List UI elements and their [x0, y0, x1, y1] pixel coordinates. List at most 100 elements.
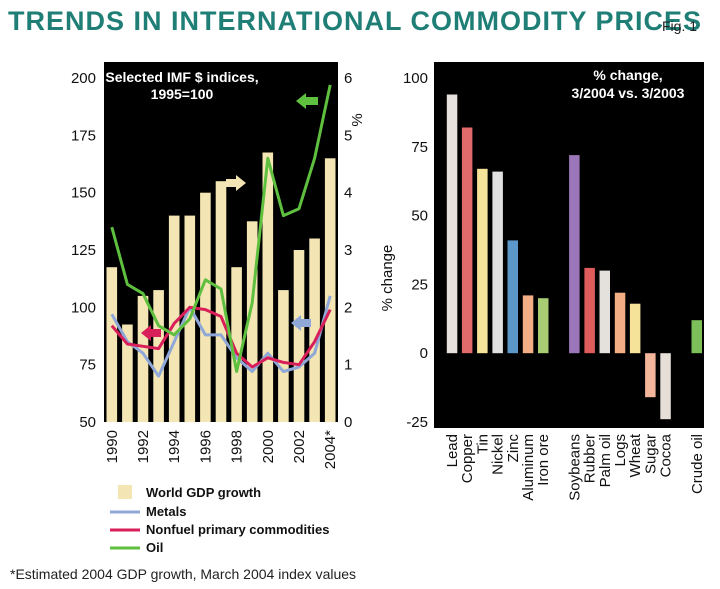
right-chart-title-box	[553, 62, 704, 104]
pct-tick-50: 50	[411, 208, 428, 225]
year-tick-5: 2000	[260, 430, 277, 463]
left-chart: 50 75 100 125 150 175 200 0 1 2 3 4 5 6 1990 1992 1994…	[71, 62, 366, 469]
right-tick-3: 3	[344, 242, 352, 259]
left-tick-50: 50	[79, 414, 96, 431]
gdp-bar-1994	[168, 215, 180, 422]
right-tick-0: 0	[344, 414, 352, 431]
pct-tick--25: -25	[406, 414, 428, 431]
category-label-palm-oil: Palm oil	[597, 434, 614, 487]
change-bar-aluminum	[522, 295, 534, 354]
change-bar-lead	[446, 94, 458, 354]
gdp-bar-1998	[231, 267, 242, 422]
index-lines	[110, 84, 332, 378]
category-label-crude-oil: Crude oil	[689, 434, 706, 494]
year-axis-ticks: 1990 1992 1994 1996 1998 2000 2002 2004*	[104, 430, 339, 469]
left-chart-title-line1: Selected IMF $ indices,	[105, 69, 258, 85]
legend-swatch-gdp	[118, 485, 132, 499]
right-chart-y-ticks: -25 0 25 50 75 100	[403, 70, 428, 431]
category-label-copper: Copper	[459, 434, 476, 483]
change-bar-nickel	[492, 171, 503, 354]
right-tick-4: 4	[344, 185, 352, 202]
left-tick-75: 75	[79, 357, 96, 374]
right-chart-title-line1: % change,	[593, 67, 662, 83]
figure-label: Fig. 1	[662, 18, 698, 34]
year-tick-1: 1992	[135, 430, 152, 463]
gdp-bar-1996	[200, 192, 211, 422]
metals-line	[110, 295, 332, 378]
gdp-bar-1990	[106, 267, 118, 422]
left-tick-125: 125	[71, 242, 96, 259]
footnote: *Estimated 2004 GDP growth, March 2004 i…	[10, 566, 357, 582]
gdp-bar-1997	[215, 181, 227, 422]
category-label-iron-ore: Iron ore	[535, 434, 552, 486]
gdp-bar-2003	[309, 238, 320, 422]
gdp-bar-2000	[262, 152, 274, 422]
category-label-sugar: Sugar	[642, 434, 659, 474]
oil-arrow-icon	[296, 93, 318, 109]
right-axis-ticks: 0 1 2 3 4 5 6	[344, 70, 352, 431]
left-tick-100: 100	[71, 299, 96, 316]
change-bar-iron-ore	[538, 298, 549, 354]
year-tick-7: 2004*	[322, 430, 339, 469]
right-chart: -25 0 25 50 75 100 LeadCopperTinNickelZincAlu…	[379, 62, 706, 501]
category-label-aluminum: Aluminum	[520, 434, 537, 501]
year-tick-2: 1994	[166, 430, 183, 463]
change-bar-zinc	[507, 240, 518, 354]
pct-tick-25: 25	[411, 276, 428, 293]
category-label-soybeans: Soybeans	[566, 434, 583, 501]
change-bar-rubber	[584, 267, 595, 354]
right-tick-5: 5	[344, 127, 352, 144]
right-chart-title-line2: 3/2004 vs. 3/2003	[572, 85, 685, 101]
right-axis-label: %	[349, 113, 366, 126]
gdp-bar-1991	[122, 324, 133, 422]
left-axis-ticks: 50 75 100 125 150 175 200	[71, 70, 96, 431]
metals-arrow-icon	[291, 315, 311, 331]
change-bar-sugar	[645, 353, 656, 398]
gdp-bars	[106, 152, 336, 423]
oil-line	[110, 84, 332, 373]
legend-label-gdp: World GDP growth	[146, 485, 261, 500]
gdp-bar-1992	[137, 295, 149, 422]
change-bar-cocoa	[660, 353, 671, 420]
right-tick-1: 1	[344, 357, 352, 374]
legend-label-nonfuel: Nonfuel primary commodities	[146, 522, 329, 537]
right-tick-2: 2	[344, 299, 352, 316]
gdp-bar-2004	[324, 158, 336, 423]
left-tick-200: 200	[71, 70, 96, 87]
right-tick-6: 6	[344, 70, 352, 87]
gdp-bar-1999	[246, 221, 258, 422]
gdp-bar-2001	[278, 290, 289, 422]
change-bar-logs	[614, 292, 626, 354]
year-tick-4: 1998	[229, 430, 246, 463]
change-bar-palm-oil	[599, 270, 610, 354]
gdp-bar-1993	[153, 290, 164, 422]
change-bar-wheat	[629, 303, 641, 354]
left-legend: World GDP growth Metals Nonfuel primary …	[110, 485, 329, 555]
category-label-nickel: Nickel	[490, 434, 507, 475]
change-bar-soybeans	[569, 155, 580, 354]
category-label-logs: Logs	[612, 434, 629, 467]
change-bars	[446, 94, 702, 420]
left-chart-title-line2: 1995=100	[151, 86, 214, 102]
legend-label-metals: Metals	[146, 504, 186, 519]
category-label-rubber: Rubber	[582, 434, 599, 483]
category-label-cocoa: Cocoa	[658, 433, 675, 477]
year-tick-0: 1990	[104, 430, 121, 463]
category-label-zinc: Zinc	[505, 434, 522, 463]
pct-tick-0: 0	[420, 345, 428, 362]
gdp-bar-2002	[293, 250, 305, 422]
category-label-wheat: Wheat	[627, 433, 644, 477]
change-bar-crude-oil	[691, 320, 702, 354]
nonfuel-arrow-icon	[141, 325, 161, 341]
right-chart-ylabel: % change	[379, 245, 396, 312]
year-tick-3: 1996	[197, 430, 214, 463]
category-label-lead: Lead	[444, 434, 461, 467]
nonfuel-line	[110, 305, 332, 369]
left-tick-150: 150	[71, 185, 96, 202]
category-label-tin: Tin	[474, 434, 491, 454]
left-tick-175: 175	[71, 127, 96, 144]
gdp-arrow-icon	[226, 175, 246, 191]
change-bar-tin	[477, 168, 488, 354]
